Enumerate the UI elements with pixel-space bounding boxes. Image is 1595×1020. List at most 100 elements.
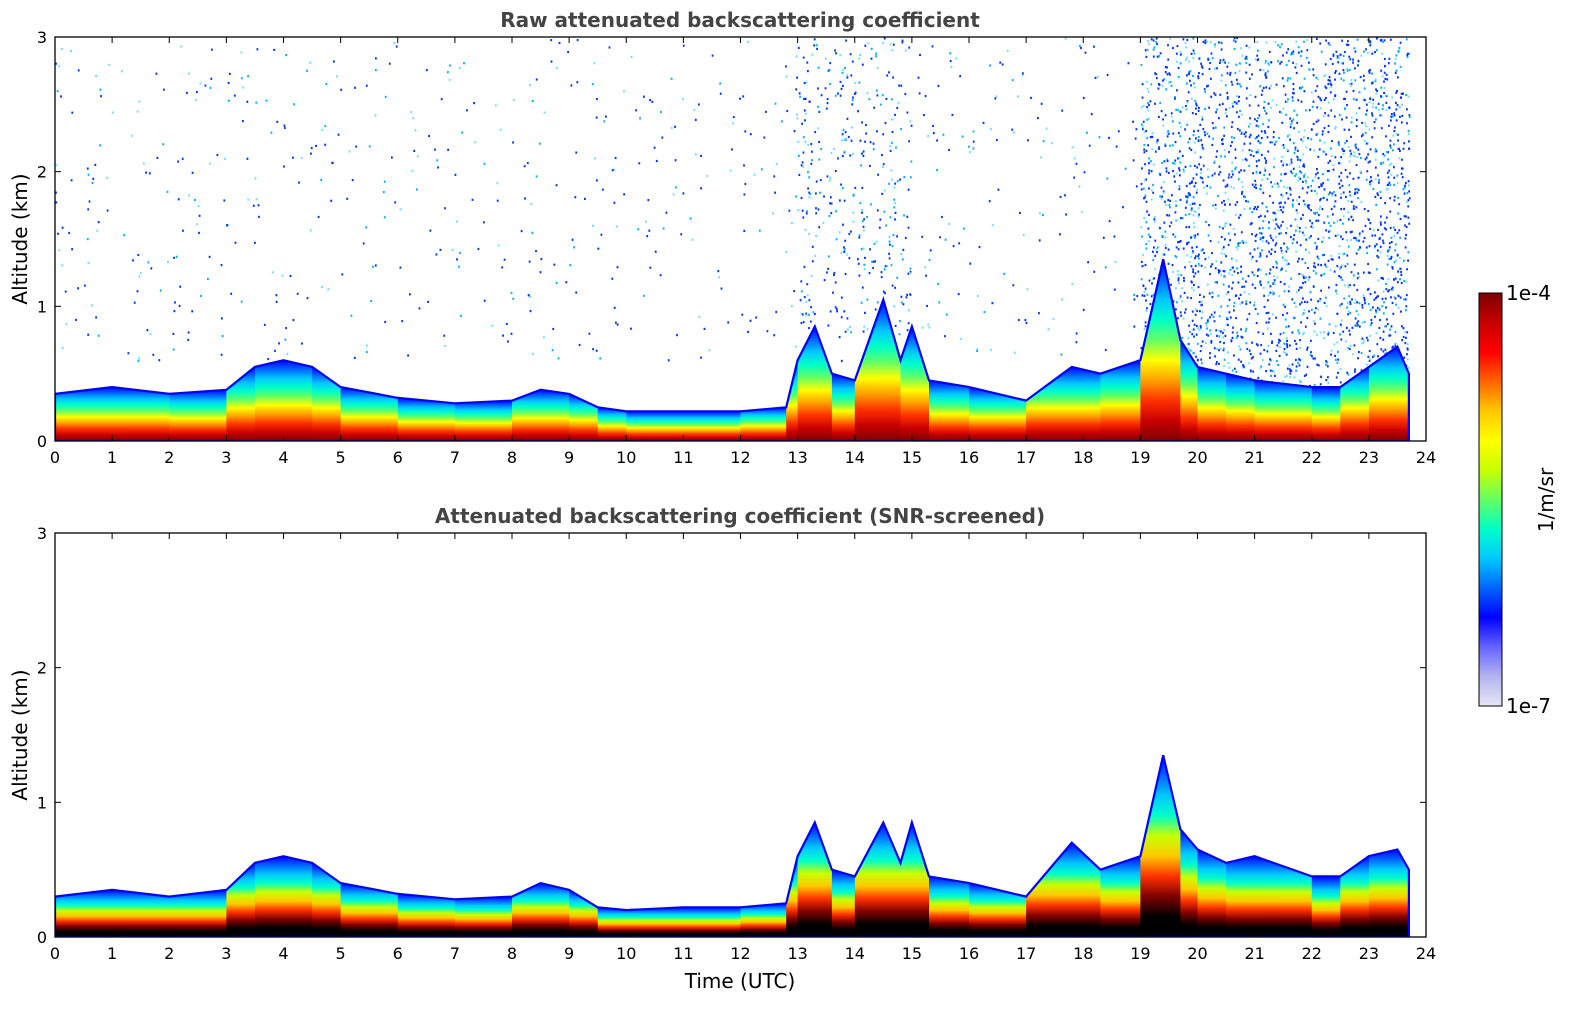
raw-noise-point: [1156, 251, 1158, 254]
raw-noise-point: [1284, 201, 1286, 204]
raw-noise-point: [1295, 358, 1297, 362]
raw-noise-point: [1148, 157, 1151, 160]
raw-noise-point: [1325, 39, 1327, 42]
raw-noise-point: [932, 124, 934, 128]
raw-noise-point: [1298, 364, 1301, 367]
raw-noise-point: [1267, 299, 1269, 302]
raw-noise-point: [1195, 245, 1198, 249]
raw-noise-point: [60, 48, 63, 51]
raw-noise-point: [1238, 345, 1241, 348]
raw-noise-point: [1314, 357, 1316, 360]
raw-noise-point: [806, 61, 809, 64]
raw-noise-point: [1186, 101, 1189, 104]
raw-noise-point: [1160, 110, 1163, 113]
raw-noise-point: [1385, 188, 1388, 191]
raw-noise-point: [1382, 241, 1385, 245]
raw-noise-point: [196, 91, 198, 94]
raw-noise-point: [1271, 99, 1274, 102]
raw-x-tick-label: 19: [1130, 448, 1150, 467]
raw-noise-point: [1361, 133, 1364, 136]
raw-noise-point: [1406, 200, 1408, 203]
raw-noise-point: [1386, 78, 1389, 81]
raw-noise-point: [1259, 85, 1261, 88]
raw-noise-point: [1189, 330, 1191, 334]
raw-noise-point: [1332, 331, 1335, 335]
raw-noise-point: [931, 45, 934, 48]
raw-noise-point: [698, 315, 701, 318]
raw-noise-point: [1336, 55, 1339, 58]
raw-noise-point: [842, 186, 844, 190]
raw-noise-point: [1203, 88, 1206, 91]
raw-noise-point: [142, 162, 145, 165]
raw-noise-point: [1282, 211, 1284, 214]
raw-noise-point: [1349, 231, 1352, 234]
raw-noise-point: [809, 192, 811, 195]
raw-noise-point: [1386, 318, 1388, 321]
raw-noise-point: [1390, 257, 1392, 260]
raw-noise-point: [1355, 206, 1358, 209]
raw-noise-point: [1397, 212, 1400, 215]
raw-noise-point: [1160, 197, 1163, 200]
raw-noise-point: [924, 266, 927, 269]
raw-noise-point: [1263, 294, 1265, 297]
raw-noise-point: [1388, 169, 1391, 172]
raw-x-tick-label: 22: [1302, 448, 1322, 467]
raw-noise-point: [1350, 152, 1353, 155]
snr-boundary-layer-segment: [597, 907, 627, 937]
raw-noise-point: [1384, 202, 1386, 205]
raw-noise-point: [1369, 41, 1372, 44]
raw-noise-point: [1394, 71, 1397, 74]
raw-noise-point: [1327, 193, 1330, 196]
raw-noise-point: [1280, 160, 1283, 163]
raw-noise-point: [1328, 286, 1330, 289]
raw-noise-point: [1376, 306, 1379, 309]
raw-noise-point: [680, 233, 683, 236]
raw-noise-point: [1347, 286, 1350, 289]
raw-noise-point: [166, 190, 169, 193]
raw-noise-point: [720, 287, 723, 290]
raw-noise-point: [1222, 209, 1225, 212]
raw-noise-point: [1175, 246, 1178, 249]
raw-noise-point: [1154, 102, 1156, 105]
raw-noise-point: [1358, 107, 1361, 110]
raw-noise-point: [689, 217, 692, 220]
raw-noise-point: [1255, 322, 1258, 325]
raw-noise-point: [1240, 113, 1243, 116]
raw-noise-point: [1336, 341, 1339, 344]
raw-noise-point: [1304, 276, 1307, 279]
raw-noise-point: [1115, 145, 1118, 148]
raw-noise-point: [1407, 52, 1409, 55]
raw-noise-point: [412, 117, 415, 120]
raw-noise-point: [1175, 108, 1178, 111]
raw-noise-point: [447, 71, 449, 74]
raw-noise-point: [1365, 103, 1368, 106]
raw-noise-point: [1271, 313, 1274, 316]
raw-noise-point: [1373, 150, 1376, 153]
raw-noise-point: [800, 290, 803, 293]
snr-x-tick-label: 3: [221, 944, 231, 963]
raw-noise-point: [842, 223, 844, 226]
raw-noise-point: [1307, 186, 1310, 189]
raw-noise-point: [1188, 182, 1191, 185]
raw-noise-point: [1216, 108, 1218, 111]
raw-noise-point: [1224, 61, 1226, 64]
raw-noise-point: [375, 69, 377, 72]
raw-noise-point: [529, 295, 532, 298]
raw-noise-point: [839, 54, 842, 57]
raw-noise-point: [861, 63, 864, 66]
raw-noise-point: [520, 230, 523, 233]
raw-noise-point: [1252, 172, 1254, 175]
raw-noise-point: [1342, 191, 1345, 194]
raw-noise-point: [674, 186, 677, 189]
raw-noise-point: [111, 111, 114, 114]
raw-noise-point: [1229, 223, 1232, 226]
raw-noise-point: [894, 286, 896, 289]
raw-noise-point: [1228, 366, 1231, 369]
raw-noise-point: [1212, 204, 1214, 207]
raw-noise-point: [1140, 63, 1143, 67]
raw-noise-point: [890, 264, 893, 267]
raw-noise-point: [1347, 373, 1350, 376]
raw-noise-point: [1159, 195, 1162, 198]
raw-noise-point: [1228, 173, 1231, 176]
raw-noise-point: [1324, 63, 1327, 66]
